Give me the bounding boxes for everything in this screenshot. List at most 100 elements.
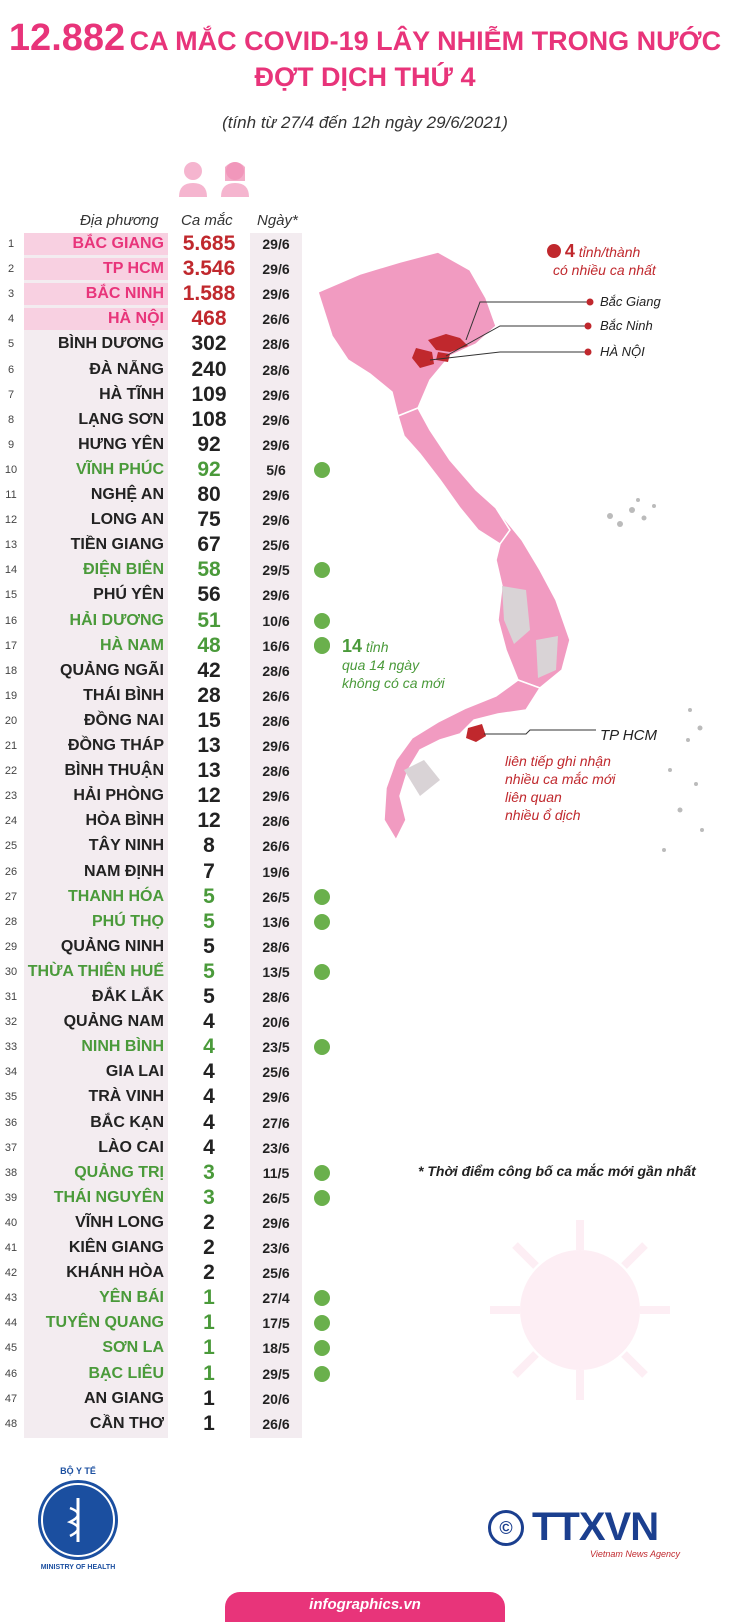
table-row: 3 BẮC NINH 1.588 29/6 — [0, 283, 330, 306]
table-row: 10 VĨNH PHÚC 92 5/6 — [0, 458, 330, 481]
table-row: 20 ĐỒNG NAI 15 28/6 — [0, 709, 330, 732]
case-count: 1 — [203, 1361, 215, 1385]
table-row: 45 SƠN LA 1 18/5 — [0, 1337, 330, 1359]
last-date: 29/6 — [262, 487, 290, 503]
last-date: 28/6 — [262, 813, 290, 830]
table-row: 47 AN GIANG 1 20/6 — [0, 1387, 330, 1410]
case-count: 92 — [197, 432, 221, 456]
row-number: 35 — [4, 1091, 18, 1104]
row-number: 42 — [4, 1267, 18, 1280]
table-row: 36 BẮC KẠN 4 27/6 — [0, 1111, 330, 1134]
footer-site[interactable]: infographics.vn — [309, 1596, 421, 1613]
province-name: ĐIỆN BIÊN — [83, 561, 164, 579]
green-dot-icon — [314, 612, 330, 629]
header-province: Địa phương — [80, 212, 159, 229]
green-count: 14 — [342, 636, 363, 656]
case-count: 80 — [197, 483, 221, 506]
last-date: 23/6 — [262, 1139, 290, 1156]
table-row: 37 LÀO CAI 4 23/6 — [0, 1136, 330, 1159]
row-number: 26 — [4, 865, 18, 878]
province-name: TP HCM — [24, 258, 168, 281]
row-number: 3 — [7, 288, 15, 301]
province-name: HÀ TĨNH — [99, 385, 164, 403]
green-dot-icon — [314, 637, 330, 653]
table-row: 27 THANH HÓA 5 26/5 — [0, 884, 330, 908]
last-date: 29/6 — [262, 1214, 290, 1231]
case-count: 2 — [203, 1236, 215, 1259]
row-number: 22 — [4, 765, 18, 778]
green-text-2: qua 14 ngày — [342, 657, 420, 673]
last-date: 28/6 — [262, 938, 290, 955]
table-row: 46 BẠC LIÊU 1 29/5 — [0, 1361, 330, 1385]
case-count: 468 — [191, 307, 227, 331]
row-number: 23 — [4, 790, 18, 803]
last-date: 17/5 — [262, 1315, 290, 1332]
case-count: 5 — [203, 909, 215, 933]
row-number: 40 — [4, 1216, 18, 1229]
province-name: ĐỒNG NAI — [84, 711, 164, 729]
table-row: 34 GIA LAI 4 25/6 — [0, 1061, 330, 1083]
province-name: VĨNH PHÚC — [75, 460, 164, 478]
province-name: NAM ĐỊNH — [84, 862, 164, 880]
row-number: 46 — [4, 1367, 18, 1380]
row-number: 21 — [4, 740, 18, 752]
province-name: QUẢNG NAM — [63, 1013, 164, 1031]
table-row: 22 BÌNH THUẬN 13 28/6 — [0, 760, 330, 782]
table-row: 38 QUẢNG TRỊ 3 11/5 — [0, 1161, 330, 1184]
last-date: 29/6 — [262, 436, 290, 453]
province-name: HÀ NAM — [100, 636, 164, 654]
case-count: 5 — [203, 959, 215, 983]
case-count: 4 — [203, 1010, 215, 1034]
table-row: 33 NINH BÌNH 4 23/5 — [0, 1036, 330, 1058]
case-count: 75 — [197, 508, 221, 532]
islands-spratly — [640, 700, 720, 870]
table-row: 24 HÒA BÌNH 12 28/6 — [0, 810, 330, 832]
province-name: QUẢNG NGÃI — [60, 661, 164, 679]
table-row: 18 QUẢNG NGÃI 42 28/6 — [0, 658, 330, 682]
province-name: THỪA THIÊN HUẾ — [27, 962, 164, 980]
row-number: 14 — [4, 564, 18, 577]
map-label-bac-ninh: Bắc Ninh — [600, 318, 653, 333]
green-dot-icon — [314, 888, 330, 905]
case-count: 5 — [203, 985, 215, 1008]
row-number: 34 — [4, 1066, 18, 1079]
province-name: BẮC GIANG — [24, 233, 168, 255]
province-name: NINH BÌNH — [81, 1038, 164, 1056]
ministry-bottom-label: MINISTRY OF HEALTH — [40, 1564, 116, 1571]
province-name: HẢI DƯƠNG — [69, 611, 164, 629]
green-text-1: tỉnh — [365, 639, 389, 655]
last-date: 18/5 — [262, 1340, 290, 1357]
case-count: 4 — [203, 1035, 215, 1059]
province-name: QUẢNG NINH — [60, 937, 164, 955]
case-count: 42 — [197, 658, 221, 682]
province-name: ĐỒNG THÁP — [68, 737, 164, 754]
last-date: 25/6 — [262, 537, 290, 554]
last-date: 20/6 — [262, 1014, 290, 1031]
table-row: 31 ĐẮK LẮK 5 28/6 — [0, 986, 330, 1008]
province-name: PHÚ THỌ — [92, 912, 164, 930]
top-text-2: có nhiều ca nhất — [553, 262, 656, 278]
case-count: 3.546 — [182, 257, 236, 281]
last-date: 29/6 — [262, 261, 290, 278]
province-name: BÌNH THUẬN — [64, 762, 164, 780]
last-date: 20/6 — [262, 1390, 290, 1407]
last-date: 26/6 — [262, 838, 290, 855]
top-provinces-legend: 4 tỉnh/thành có nhiều ca nhất — [547, 242, 656, 279]
row-number: 25 — [4, 840, 18, 853]
last-date: 26/6 — [262, 687, 290, 704]
province-name: ĐÀ NẴNG — [89, 360, 164, 378]
case-count: 108 — [191, 407, 227, 431]
row-number: 37 — [4, 1141, 18, 1154]
row-number: 32 — [4, 1016, 18, 1029]
last-date: 13/5 — [262, 963, 290, 980]
province-name: BẠC LIÊU — [88, 1364, 164, 1382]
map-svg — [317, 251, 633, 842]
top-text-1: tỉnh/thành — [578, 244, 641, 260]
green-dot-icon — [314, 1039, 330, 1056]
case-count: 5 — [203, 884, 215, 908]
table-row: 39 THÁI NGUYÊN 3 26/5 — [0, 1186, 330, 1209]
table-row: 11 NGHỆ AN 80 29/6 — [0, 484, 330, 506]
row-number: 24 — [4, 815, 18, 828]
case-count: 13 — [197, 759, 221, 783]
row-number: 16 — [4, 614, 18, 627]
